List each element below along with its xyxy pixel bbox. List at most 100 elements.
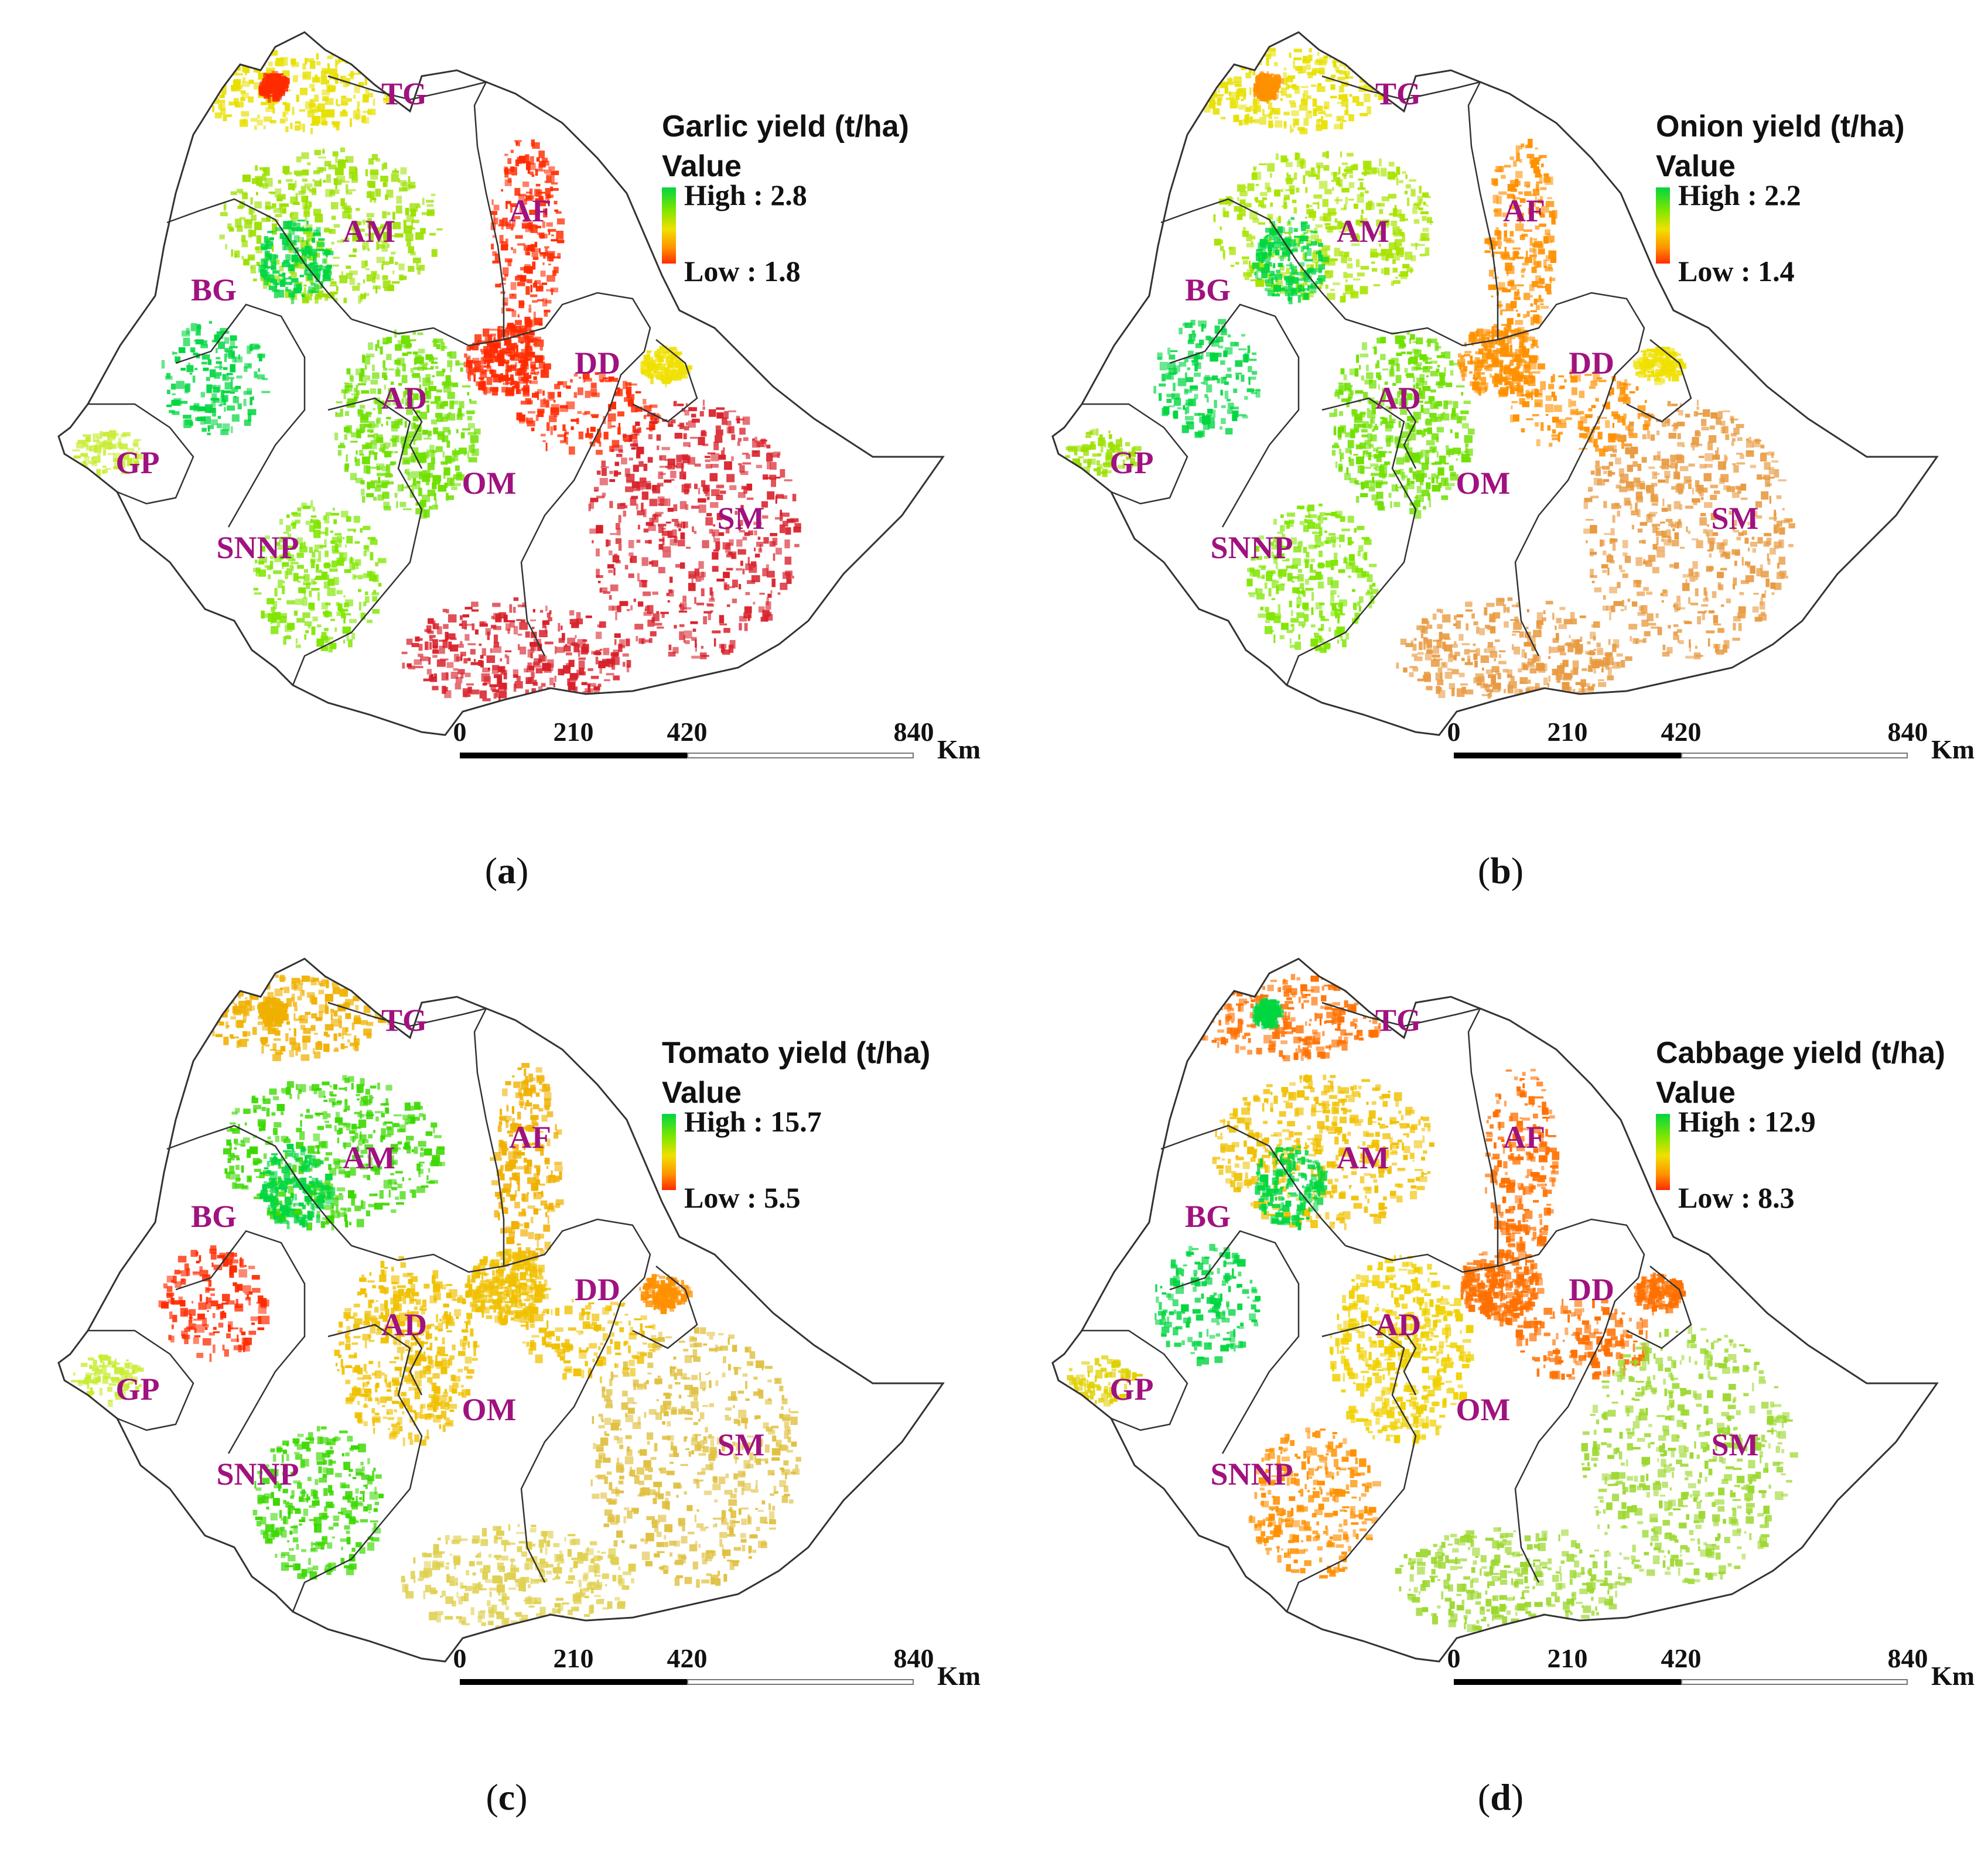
region-label-bg: BG [190,272,237,307]
scale-tick-label: 0 [1447,717,1461,747]
region-label-dd: DD [575,346,620,381]
country-map [1051,958,1939,1663]
scale-tick-label: 420 [667,717,708,747]
scale-unit: Km [937,1661,981,1691]
legend-high-value: High : 12.9 [1678,1105,1816,1138]
yield-raster [72,49,801,709]
yield-zone-north [196,975,392,1061]
region-label-gp: GP [115,445,160,480]
yield-zone-snnp [253,500,387,653]
yield-zone-oromia-east [516,372,661,455]
region-label-sm: SM [717,501,765,536]
yield-zone-tigray-west [1252,71,1284,104]
yield-zone-tigray-west [258,71,290,103]
yield-zone-addis [463,323,551,397]
region-boundary [1403,404,1417,469]
region-boundary [88,403,194,505]
panel-letter: d [1490,1776,1511,1818]
region-label-am: AM [1337,214,1389,249]
yield-zone-south [401,597,631,709]
scale-tick-label: 840 [893,717,934,747]
region-label-sm: SM [1711,501,1759,536]
legend-subtitle: Value [662,1076,742,1110]
legend-low-value: Low : 8.3 [1678,1181,1795,1214]
scale-bar [1454,1679,1908,1685]
yield-zone-somali [1581,1326,1798,1584]
region-label-gp: GP [1109,1372,1154,1407]
region-label-om: OM [462,466,517,501]
country-border [1051,958,1939,1663]
yield-zone-oromia-east [520,1298,658,1383]
scale-bar-white-segment [1681,1679,1908,1685]
region-label-tg: TG [381,1003,428,1038]
scale-tick-label: 840 [1887,1643,1928,1673]
yield-zone-north [1192,47,1391,135]
region-boundary [88,1329,194,1431]
yield-zone-oromia-east [1515,1298,1649,1380]
region-label-tg: TG [1375,76,1422,111]
region-boundaries [1082,1001,1692,1612]
region-boundaries [88,75,698,686]
country-map [57,31,945,736]
region-boundary [1514,1277,1639,1583]
scale-tick-label: 420 [667,1643,708,1673]
yield-zone-oromia-center [334,329,481,519]
yield-zone-amhara [223,1075,445,1230]
map-panel-a: TG AF AM BG AD DD GP OM SNNP SM Garlic yield (t/ha… [0,0,994,926]
yield-zone-addis [1460,1249,1545,1327]
region-label-bg: BG [1184,1199,1231,1234]
region-boundary [1497,292,1645,352]
legend-high-value: High : 2.2 [1678,179,1801,211]
region-boundary [473,1008,505,1266]
region-boundary [1321,1001,1481,1027]
region-boundary [1286,1324,1417,1612]
region-boundary [327,75,487,101]
region-label-am: AM [343,214,395,249]
region-label-snnp: SNNP [216,1457,299,1492]
panel-letter: c [498,1776,515,1818]
region-boundary [1169,1230,1300,1454]
yield-zone-north [1189,974,1390,1062]
region-boundary [1082,403,1188,505]
legend-subtitle: Value [662,149,742,183]
scale-bar-white-segment [687,753,914,758]
yield-zone-afar [490,1063,564,1263]
yield-zone-somali [590,1327,801,1588]
region-label-dd: DD [1569,1272,1614,1307]
scale-bar-black-segment [1454,1679,1681,1685]
yield-zone-afar [1485,1069,1560,1266]
region-boundary [1345,1245,1498,1273]
yield-zone-amhara [219,147,443,304]
scale-tick-label: 0 [453,717,467,747]
map-panel-b: TG AF AM BG AD DD GP OM SNNP SM Onion yield (t/ha)… [994,0,1988,926]
region-boundary [166,198,352,320]
region-label-am: AM [343,1140,395,1175]
yield-zone-snnp [252,1425,384,1580]
region-boundary [409,1330,423,1396]
region-label-dd: DD [1569,346,1614,381]
region-label-ad: AD [1375,381,1421,416]
region-label-am: AM [1337,1140,1389,1175]
scale-tick-label: 0 [1447,1643,1461,1673]
yield-zone-tigray-west [258,997,289,1027]
region-boundary [520,1277,645,1583]
yield-zone-benishangul [1154,1244,1261,1366]
region-label-ad: AD [1375,1307,1421,1342]
region-label-af: AF [509,1120,551,1155]
yield-zone-gambela [1067,1355,1143,1407]
region-label-snnp: SNNP [216,530,299,565]
region-boundary [1467,1008,1499,1266]
yield-zone-amhara-west [1255,1146,1328,1230]
yield-zone-benishangul [1153,319,1261,438]
yield-zone-addis [1457,324,1545,398]
region-label-bg: BG [1184,272,1231,307]
yield-zone-dire-dawa [1634,1272,1686,1315]
region-boundaries [88,1001,698,1612]
legend-color-ramp [1656,187,1670,264]
panel-letter: a [497,850,516,891]
scale-unit: Km [937,734,981,764]
yield-zone-dire-dawa [639,1274,693,1314]
yield-zone-amhara-west [259,1144,336,1229]
legend-subtitle: Value [1656,149,1736,183]
region-boundary [351,318,504,347]
